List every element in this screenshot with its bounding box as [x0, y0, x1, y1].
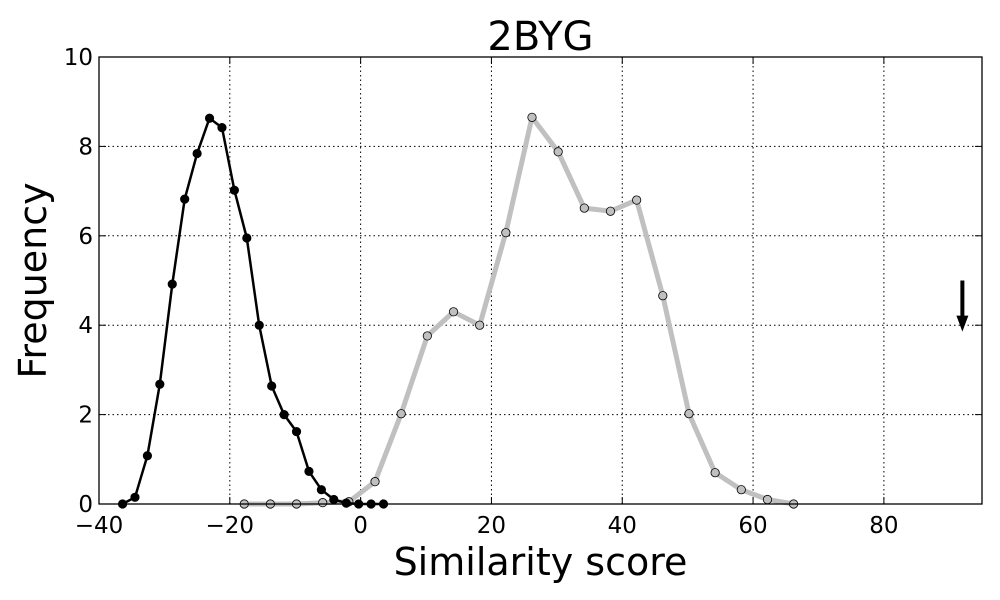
- x-tick-label: 0: [353, 513, 368, 539]
- series-2-point: [762, 494, 773, 505]
- series-2-point: [710, 468, 720, 478]
- series-2-point: [658, 291, 668, 301]
- y-tick-label: 2: [78, 403, 93, 429]
- series-1-point: [254, 320, 264, 330]
- series-1-point: [217, 123, 227, 133]
- series-layer: [117, 112, 799, 509]
- x-tick-label: 80: [869, 513, 898, 539]
- x-tick-label: 60: [738, 513, 767, 539]
- series-2-point: [527, 112, 537, 122]
- annotation-layer: [956, 280, 969, 332]
- y-tick-label: 4: [78, 313, 93, 339]
- x-tick-label: 40: [608, 513, 637, 539]
- series-2-point: [501, 228, 511, 238]
- series-1-point: [329, 494, 339, 505]
- series-2-point: [422, 331, 432, 341]
- y-axis-title: Frequency: [11, 182, 55, 378]
- series-1-point: [229, 185, 239, 195]
- series-1-point: [192, 148, 202, 159]
- series-2-point: [475, 320, 485, 330]
- y-tick-label: 0: [78, 492, 93, 518]
- series-2-line: [244, 114, 795, 507]
- series-1-point: [155, 379, 165, 389]
- series-1-point: [130, 492, 140, 502]
- plot-frame: [98, 56, 983, 505]
- series-2-point: [396, 409, 406, 419]
- x-tick-label: 20: [477, 513, 506, 539]
- x-tick-label: −20: [206, 513, 255, 539]
- series-2-point: [684, 409, 694, 419]
- chart-title: 2BYG: [487, 14, 593, 60]
- series-1-point: [267, 381, 277, 391]
- series-1-point: [180, 194, 190, 204]
- series-1-point: [167, 279, 177, 289]
- grid-lines: [99, 57, 982, 504]
- series-1-point: [142, 451, 153, 461]
- series-1-point: [242, 233, 252, 243]
- y-tick-label: 10: [64, 45, 93, 71]
- series-1: [117, 113, 389, 509]
- tick-layer: −40 −20 0 20 40 60 80 0 2 4 6 8 10: [64, 45, 982, 539]
- series-2-point: [736, 485, 746, 495]
- x-axis-title: Similarity score: [394, 540, 688, 584]
- y-tick-label: 6: [78, 224, 93, 250]
- arrow-head: [956, 315, 969, 332]
- series-2-point: [579, 203, 589, 213]
- series-2-point: [632, 195, 642, 205]
- series-2-point: [370, 477, 380, 487]
- series-1-point: [279, 409, 289, 420]
- series-1-point: [304, 466, 314, 476]
- y-tick-label: 8: [78, 134, 93, 160]
- series-2-point: [448, 307, 459, 317]
- series-1-point: [204, 113, 215, 123]
- series-1-point: [316, 485, 326, 495]
- series-2: [239, 112, 799, 509]
- series-2-point: [318, 498, 328, 508]
- x-tick-label: −40: [75, 513, 124, 539]
- series-1-line: [121, 116, 384, 506]
- series-2-point: [605, 206, 616, 216]
- series-1-point: [341, 498, 351, 508]
- series-1-point: [291, 426, 302, 437]
- series-2-point: [553, 147, 563, 157]
